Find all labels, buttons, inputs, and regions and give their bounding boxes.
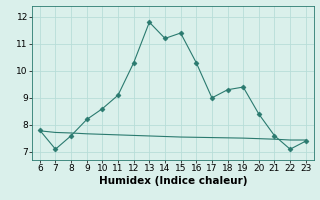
X-axis label: Humidex (Indice chaleur): Humidex (Indice chaleur) <box>99 176 247 186</box>
